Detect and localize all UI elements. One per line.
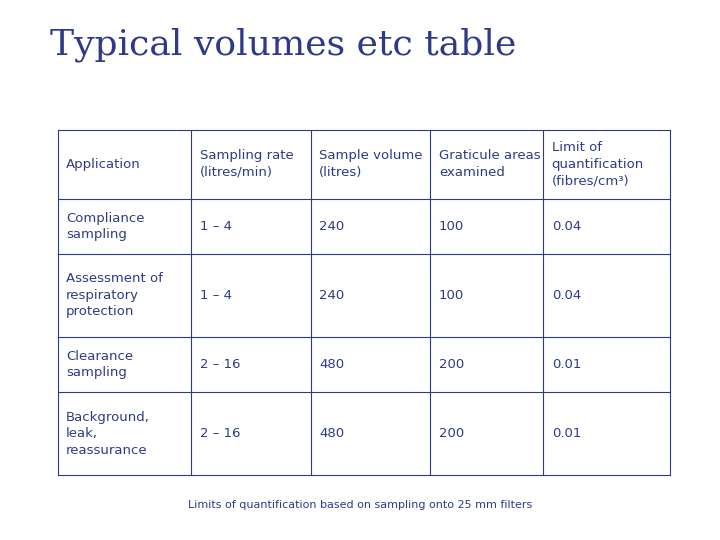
Text: 1 – 4: 1 – 4 — [199, 289, 232, 302]
Text: 2 – 16: 2 – 16 — [199, 358, 240, 371]
Text: Assessment of
respiratory
protection: Assessment of respiratory protection — [66, 273, 163, 319]
Text: Sampling rate
(litres/min): Sampling rate (litres/min) — [199, 150, 293, 179]
Text: Sample volume
(litres): Sample volume (litres) — [319, 150, 423, 179]
Text: Limits of quantification based on sampling onto 25 mm filters: Limits of quantification based on sampli… — [188, 500, 532, 510]
Text: Application: Application — [66, 158, 141, 171]
Text: Background,
leak,
reassurance: Background, leak, reassurance — [66, 411, 150, 457]
Text: 240: 240 — [319, 289, 344, 302]
Text: 0.01: 0.01 — [552, 427, 581, 440]
Text: 480: 480 — [319, 358, 344, 371]
Text: 200: 200 — [439, 358, 464, 371]
Text: 0.04: 0.04 — [552, 220, 581, 233]
Text: 240: 240 — [319, 220, 344, 233]
Text: 100: 100 — [439, 289, 464, 302]
Text: Compliance
sampling: Compliance sampling — [66, 212, 145, 241]
Text: Graticule areas
examined: Graticule areas examined — [439, 150, 541, 179]
Text: 0.01: 0.01 — [552, 358, 581, 371]
Text: 100: 100 — [439, 220, 464, 233]
Text: Typical volumes etc table: Typical volumes etc table — [50, 27, 517, 62]
Text: 2 – 16: 2 – 16 — [199, 427, 240, 440]
Text: 200: 200 — [439, 427, 464, 440]
Text: 480: 480 — [319, 427, 344, 440]
Text: 0.04: 0.04 — [552, 289, 581, 302]
Text: 1 – 4: 1 – 4 — [199, 220, 232, 233]
Text: Limit of
quantification
(fibres/cm³): Limit of quantification (fibres/cm³) — [552, 141, 644, 187]
Text: Clearance
sampling: Clearance sampling — [66, 350, 133, 380]
